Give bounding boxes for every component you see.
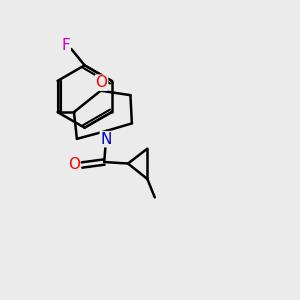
Text: O: O [68,157,80,172]
Text: N: N [100,132,112,147]
Text: F: F [61,38,70,53]
Text: O: O [96,75,108,90]
